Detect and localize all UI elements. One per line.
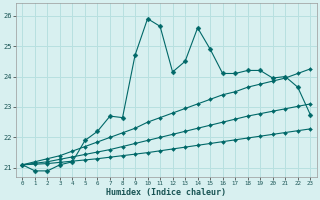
X-axis label: Humidex (Indice chaleur): Humidex (Indice chaleur) (106, 188, 226, 197)
